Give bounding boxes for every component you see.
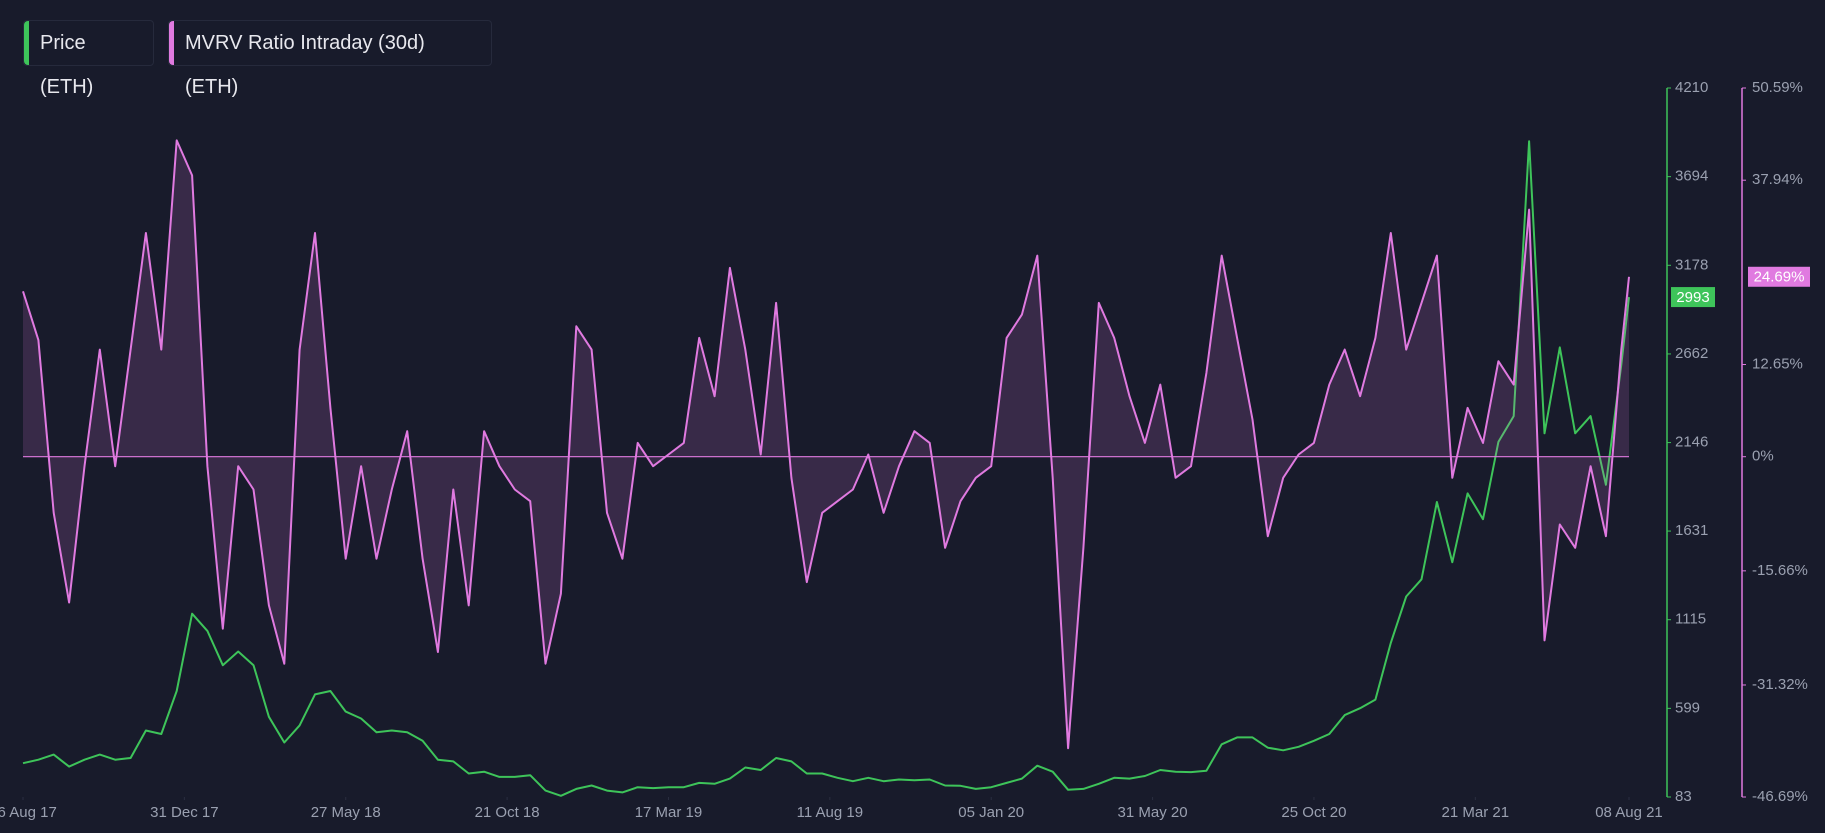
y-tick-label: 4210 — [1675, 79, 1708, 96]
series-line — [22, 139, 1630, 750]
x-tick-label: 31 Dec 17 — [150, 804, 218, 821]
x-tick-label: 06 Aug 17 — [0, 804, 57, 821]
x-tick-label: 08 Aug 21 — [1595, 804, 1663, 821]
y-tick-label: 83 — [1675, 788, 1692, 805]
legend-swatch — [169, 21, 174, 65]
y-tick-label: 2662 — [1675, 345, 1708, 362]
value-badge-label: 2993 — [1676, 289, 1709, 306]
legend-label: MVRV Ratio Intraday (30d) (ETH) — [185, 32, 425, 98]
legend-swatch — [24, 21, 29, 65]
y-tick-label: 599 — [1675, 699, 1700, 716]
y-tick-label: 1115 — [1675, 611, 1706, 628]
value-badge-label: 24.69% — [1754, 269, 1805, 286]
y2-tick-label: 50.59% — [1752, 79, 1803, 96]
legend-item[interactable]: Price (ETH) — [23, 20, 154, 98]
series-line — [22, 140, 1630, 797]
y2-tick-label: -15.66% — [1752, 562, 1808, 579]
value-badge — [1671, 287, 1715, 308]
y-tick-label: 2146 — [1675, 434, 1708, 451]
y2-tick-label: 12.65% — [1752, 355, 1803, 372]
x-tick-label: 25 Oct 20 — [1281, 804, 1346, 821]
x-tick-label: 21 Oct 18 — [475, 804, 540, 821]
legend-item[interactable]: MVRV Ratio Intraday (30d) (ETH) — [168, 20, 492, 98]
x-tick-label: 27 May 18 — [311, 804, 381, 821]
x-tick-label: 05 Jan 20 — [958, 804, 1024, 821]
y-tick-label: 3694 — [1675, 168, 1708, 185]
x-tick-label: 31 May 20 — [1118, 804, 1188, 821]
y2-tick-label: -46.69% — [1752, 788, 1808, 805]
y2-tick-label: -31.32% — [1752, 676, 1808, 693]
x-tick-label: 21 Mar 21 — [1442, 804, 1510, 821]
legend-label: Price (ETH) — [40, 32, 94, 98]
x-tick-label: 17 Mar 19 — [635, 804, 703, 821]
y-tick-label: 1631 — [1675, 522, 1708, 539]
area — [23, 140, 1629, 749]
y-tick-label: 3178 — [1675, 256, 1708, 273]
x-tick-label: 11 Aug 19 — [797, 804, 863, 821]
y2-tick-label: 0% — [1752, 448, 1774, 465]
y2-tick-label: 37.94% — [1752, 171, 1803, 188]
value-badge — [1748, 266, 1810, 287]
